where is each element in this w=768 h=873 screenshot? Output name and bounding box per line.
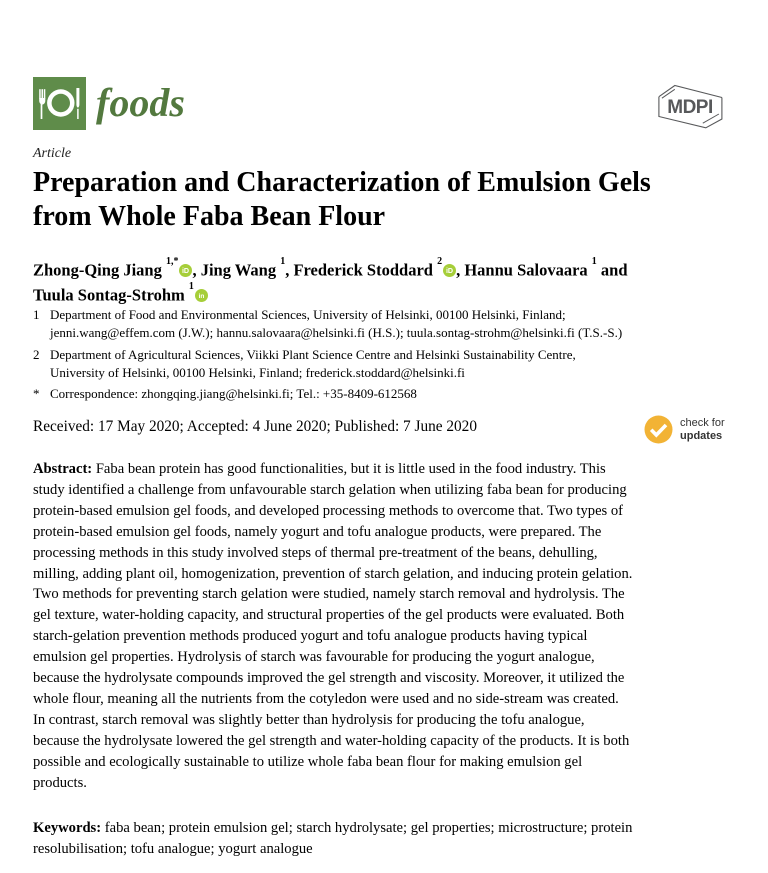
- svg-text:iD: iD: [446, 267, 453, 275]
- svg-text:iD: iD: [182, 267, 189, 275]
- svg-text:in: in: [199, 293, 205, 300]
- svg-text:MDPI: MDPI: [667, 97, 713, 118]
